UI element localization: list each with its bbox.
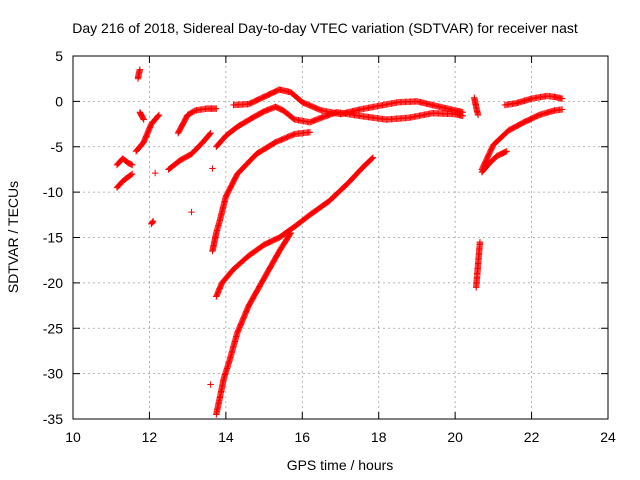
x-tick-label: 20: [447, 429, 463, 445]
data-point: [502, 148, 509, 155]
y-tick-label: -35: [43, 411, 63, 427]
y-tick-label: -25: [43, 320, 63, 336]
y-axis-label: SDTVAR / TECUs: [5, 181, 21, 293]
data-point: [558, 95, 566, 102]
y-tick-label: -30: [43, 366, 63, 382]
data-point: [150, 217, 157, 225]
data-point: [209, 165, 216, 172]
axis-ticks: [72, 55, 609, 420]
y-tick-label: -5: [51, 139, 64, 155]
x-axis-label: GPS time / hours: [287, 457, 394, 473]
data-point: [129, 161, 136, 169]
x-tick-label: 12: [142, 429, 158, 445]
data-point: [306, 129, 314, 136]
x-tick-label: 10: [65, 429, 81, 445]
data-point: [287, 229, 295, 237]
data-point: [476, 238, 484, 246]
y-tick-label: -10: [43, 184, 63, 200]
data-point: [558, 106, 566, 113]
chart-title: Day 216 of 2018, Sidereal Day-to-day VTE…: [72, 20, 578, 36]
x-tick-label: 16: [294, 429, 310, 445]
data-points: [113, 66, 566, 418]
data-point: [368, 155, 376, 162]
data-point: [136, 66, 144, 73]
data-point: [369, 154, 377, 161]
data-point: [149, 218, 156, 226]
x-tick-label: 18: [371, 429, 387, 445]
data-point: [129, 170, 136, 178]
data-point: [206, 130, 214, 138]
data-point: [503, 148, 510, 155]
data-point: [140, 116, 147, 123]
data-point: [213, 105, 220, 112]
data-point: [207, 129, 214, 137]
x-tick-label: 24: [600, 429, 616, 445]
y-tick-label: -15: [43, 230, 63, 246]
data-point: [128, 171, 135, 178]
y-tick-label: 0: [55, 93, 63, 109]
data-point: [474, 111, 482, 119]
data-point: [155, 111, 163, 119]
x-tick-label: 14: [218, 429, 234, 445]
data-point: [155, 112, 162, 120]
data-point: [188, 208, 195, 216]
data-point: [207, 381, 214, 388]
y-tick-label: 5: [55, 48, 63, 64]
tick-labels: 10 12 14 16 18 20 22 24 5 0 -5 -10 -15 -20 -25 -30 -35: [43, 48, 616, 445]
y-tick-label: -20: [43, 275, 63, 291]
data-point: [151, 169, 159, 177]
data-point: [459, 109, 466, 116]
x-tick-label: 22: [524, 429, 540, 445]
data-point: [286, 230, 294, 238]
